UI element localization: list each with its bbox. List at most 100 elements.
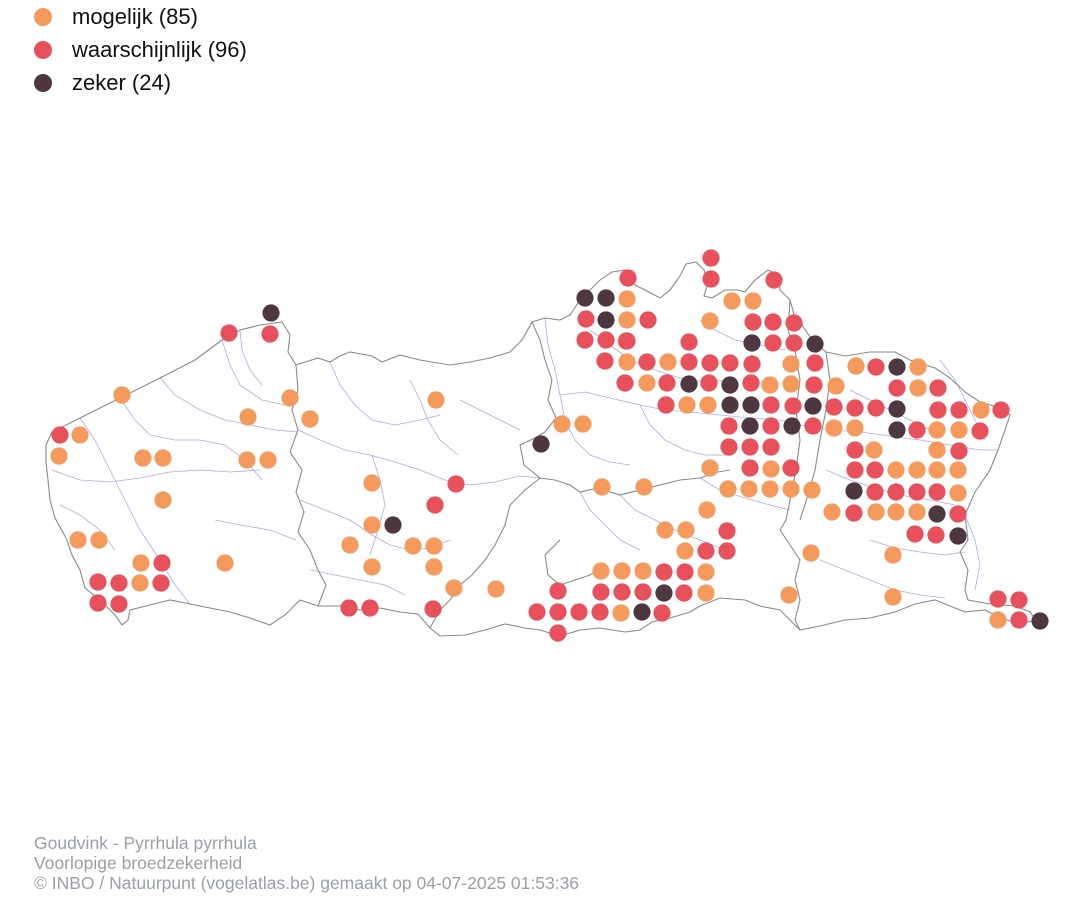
observation-point-waarschijnlijk: [950, 401, 968, 419]
observation-point-mogelijk: [699, 396, 717, 414]
observation-point-mogelijk: [678, 396, 696, 414]
observation-point-waarschijnlijk: [424, 600, 442, 618]
observation-point-waarschijnlijk: [846, 441, 864, 459]
river-line: [79, 417, 191, 605]
observation-point-waarschijnlijk: [153, 554, 171, 572]
observation-point-zeker: [804, 397, 822, 415]
observation-point-mogelijk: [239, 408, 257, 426]
river-line: [369, 454, 386, 556]
observation-point-waarschijnlijk: [762, 417, 780, 435]
observation-point-mogelijk: [949, 484, 967, 502]
observation-point-waarschijnlijk: [906, 525, 924, 543]
observation-point-waarschijnlijk: [676, 563, 694, 581]
river-line: [51, 469, 261, 483]
river-line: [297, 429, 541, 486]
observation-point-waarschijnlijk: [949, 505, 967, 523]
observation-point-waarschijnlijk: [680, 333, 698, 351]
observation-point-waarschijnlijk: [887, 483, 905, 501]
observation-point-waarschijnlijk: [867, 358, 885, 376]
legend-dot-mogelijk: [34, 7, 52, 26]
observation-point-waarschijnlijk: [634, 583, 652, 601]
observation-point-waarschijnlijk: [51, 426, 69, 444]
legend-label-zeker: zeker (24): [72, 69, 172, 95]
observation-point-waarschijnlijk: [908, 421, 926, 439]
observation-point-waarschijnlijk: [110, 574, 128, 592]
map-legend: mogelijk (85) waarschijnlijk (96) zeker …: [34, 0, 247, 99]
observation-point-mogelijk: [90, 531, 108, 549]
observation-point-zeker: [743, 334, 761, 352]
observation-point-zeker: [783, 417, 801, 435]
observation-point-waarschijnlijk: [784, 397, 802, 415]
observation-point-mogelijk: [701, 459, 719, 477]
observation-point-mogelijk: [638, 374, 656, 392]
observation-point-mogelijk: [701, 312, 719, 330]
observation-point-mogelijk: [132, 554, 150, 572]
observation-point-zeker: [888, 400, 906, 418]
observation-point-waarschijnlijk: [720, 438, 738, 456]
river-line: [239, 329, 263, 386]
observation-point-waarschijnlijk: [577, 310, 595, 328]
observation-point-zeker: [741, 417, 759, 435]
observation-point-waarschijnlijk: [764, 313, 782, 331]
observation-point-waarschijnlijk: [718, 542, 736, 560]
observation-point-waarschijnlijk: [653, 604, 671, 622]
observation-point-mogelijk: [744, 292, 762, 310]
observation-point-zeker: [806, 335, 824, 353]
observation-point-waarschijnlijk: [570, 603, 588, 621]
observation-point-waarschijnlijk: [764, 334, 782, 352]
observation-point-mogelijk: [238, 451, 256, 469]
observation-point-mogelijk: [928, 421, 946, 439]
observation-point-waarschijnlijk: [657, 396, 675, 414]
river-line: [309, 569, 406, 596]
observation-point-waarschijnlijk: [576, 331, 594, 349]
observation-point-waarschijnlijk: [741, 438, 759, 456]
observation-point-waarschijnlijk: [697, 542, 715, 560]
observation-point-waarschijnlijk: [845, 504, 863, 522]
observation-point-mogelijk: [50, 447, 68, 465]
observation-point-waarschijnlijk: [220, 324, 238, 342]
observation-point-zeker: [742, 396, 760, 414]
observation-point-waarschijnlijk: [426, 496, 444, 514]
observation-point-zeker: [384, 516, 402, 534]
observation-point-waarschijnlijk: [616, 374, 634, 392]
observation-point-mogelijk: [612, 604, 630, 622]
observation-point-waarschijnlijk: [152, 574, 170, 592]
observation-point-mogelijk: [553, 415, 571, 433]
river-line: [409, 379, 459, 456]
observation-point-zeker: [262, 304, 280, 322]
observation-point-mogelijk: [487, 580, 505, 598]
observation-point-mogelijk: [618, 353, 636, 371]
observation-point-waarschijnlijk: [361, 599, 379, 617]
observation-point-waarschijnlijk: [742, 374, 760, 392]
observation-point-mogelijk: [802, 544, 820, 562]
river-line: [459, 399, 521, 431]
observation-point-zeker: [597, 289, 615, 307]
observation-point-waarschijnlijk: [1010, 591, 1028, 609]
observation-point-zeker: [680, 375, 698, 393]
observation-point-mogelijk: [634, 562, 652, 580]
observation-point-waarschijnlijk: [867, 399, 885, 417]
observation-point-mogelijk: [847, 357, 865, 375]
region-outline: [45, 261, 1037, 637]
observation-point-mogelijk: [363, 474, 381, 492]
observation-point-waarschijnlijk: [804, 417, 822, 435]
observation-point-waarschijnlijk: [928, 483, 946, 501]
observation-point-mogelijk: [593, 478, 611, 496]
caption-credit: © INBO / Natuurpunt (vogelatlas.be) gema…: [34, 873, 580, 893]
observation-point-zeker: [928, 505, 946, 523]
observation-point-zeker: [655, 584, 673, 602]
observation-point-waarschijnlijk: [1010, 611, 1028, 629]
observation-point-waarschijnlijk: [866, 461, 884, 479]
observation-point-mogelijk: [887, 461, 905, 479]
observation-point-mogelijk: [635, 478, 653, 496]
legend-item-zeker: zeker (24): [34, 66, 247, 99]
observation-point-mogelijk: [740, 480, 758, 498]
observation-point-mogelijk: [825, 419, 843, 437]
observation-point-waarschijnlijk: [721, 354, 739, 372]
observation-point-waarschijnlijk: [549, 582, 567, 600]
observation-point-mogelijk: [762, 460, 780, 478]
observation-point-mogelijk: [908, 461, 926, 479]
observation-point-waarschijnlijk: [825, 398, 843, 416]
observation-point-mogelijk: [618, 311, 636, 329]
observation-point-waarschijnlijk: [261, 325, 279, 343]
